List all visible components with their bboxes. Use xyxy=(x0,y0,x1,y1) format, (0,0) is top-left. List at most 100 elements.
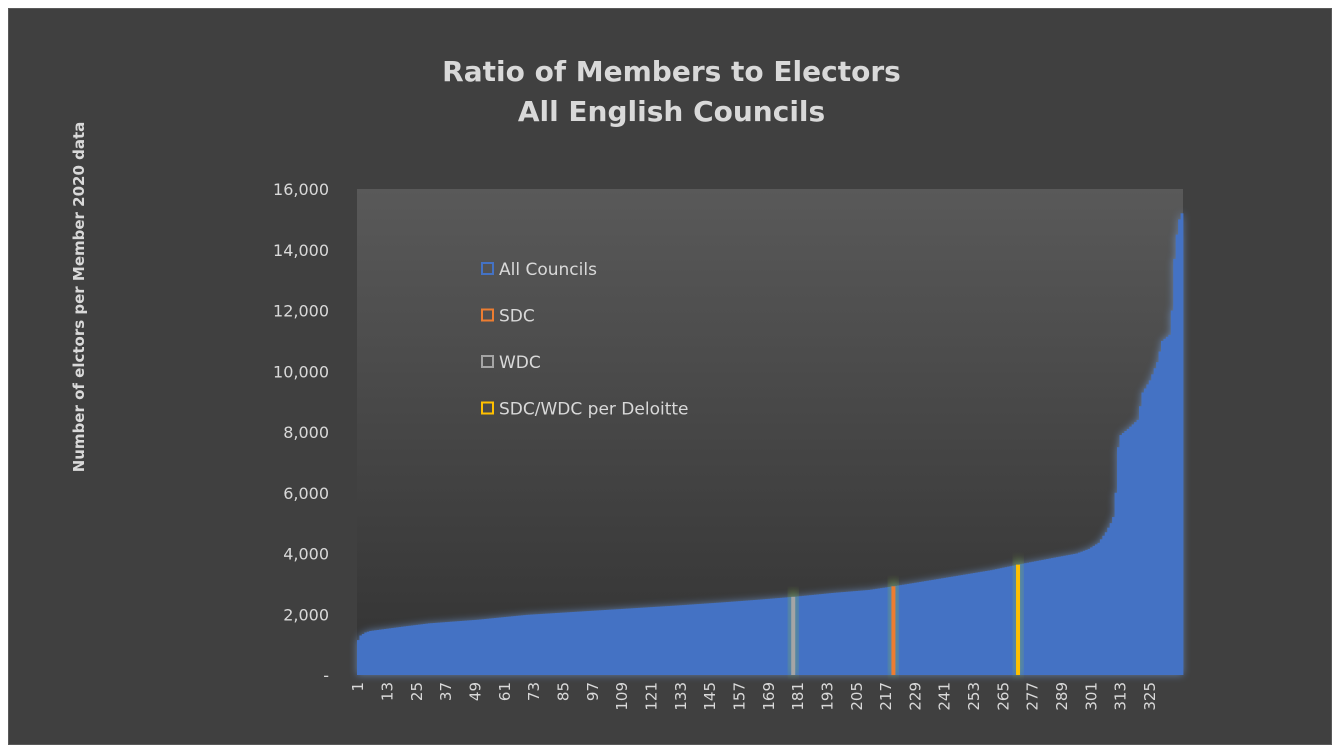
chart-title-line-1: Ratio of Members to Electors xyxy=(442,55,901,88)
bar-council-118 xyxy=(642,607,646,675)
bar-council-62 xyxy=(506,616,509,675)
bar-council-183 xyxy=(801,595,805,675)
bar-council-299 xyxy=(1085,549,1089,675)
bar-council-242 xyxy=(945,577,949,675)
bar-council-277 xyxy=(1031,561,1035,675)
bar-council-302 xyxy=(1092,545,1096,675)
bar-council-110 xyxy=(623,608,627,675)
x-tick-label: 289 xyxy=(1053,682,1071,711)
x-tick-label: 265 xyxy=(994,682,1012,711)
bar-council-222 xyxy=(897,585,900,675)
bar-council-71 xyxy=(528,614,531,675)
bar-council-258 xyxy=(985,571,988,675)
bar-council-74 xyxy=(535,614,539,675)
bar-council-132 xyxy=(677,605,680,675)
bar-council-260 xyxy=(989,570,993,675)
bar-council-72 xyxy=(530,614,534,675)
bar-council-320 xyxy=(1136,419,1140,675)
bar-council-185 xyxy=(806,595,810,675)
x-tick-label: 97 xyxy=(584,682,602,701)
bar-council-17 xyxy=(396,627,399,675)
bar-council-46 xyxy=(466,620,470,675)
x-tick-label: 61 xyxy=(496,682,514,701)
bar-council-191 xyxy=(821,593,825,675)
bar-council-195 xyxy=(831,592,834,675)
x-tick-label: 313 xyxy=(1112,682,1130,711)
bar-council-248 xyxy=(960,575,964,675)
bar-council-193 xyxy=(826,593,830,675)
bar-council-335 xyxy=(1173,258,1177,675)
bar-council-216 xyxy=(882,587,886,675)
bar-council-137 xyxy=(689,604,693,675)
x-tick-label: 25 xyxy=(408,682,426,701)
bar-council-300 xyxy=(1087,548,1091,675)
bar-council-173 xyxy=(777,598,781,675)
bar-council-19 xyxy=(400,626,404,675)
bar-council-166 xyxy=(760,599,764,675)
bar-council-170 xyxy=(770,598,773,675)
bar-council-149 xyxy=(718,602,722,675)
bar-council-113 xyxy=(630,608,634,675)
x-tick-label: 85 xyxy=(555,682,573,701)
bar-council-228 xyxy=(911,583,915,675)
bar-council-125 xyxy=(660,606,663,675)
bar-council-198 xyxy=(838,592,842,675)
bar-council-252 xyxy=(970,573,974,675)
bar-council-182 xyxy=(799,596,803,675)
bar-council-251 xyxy=(967,573,971,675)
bar-council-304 xyxy=(1097,542,1101,675)
bar-council-236 xyxy=(931,579,935,675)
bar-council-233 xyxy=(923,581,927,675)
bar-council-40 xyxy=(452,621,456,675)
bar-council-263 xyxy=(997,568,1001,675)
bar-council-305 xyxy=(1099,539,1103,675)
x-tick-label: 325 xyxy=(1141,682,1159,711)
bar-council-256 xyxy=(980,571,984,675)
bar-council-73 xyxy=(532,614,536,675)
bar-council-230 xyxy=(916,582,920,675)
legend-label: WDC xyxy=(499,353,541,373)
bar-council-77 xyxy=(542,613,546,675)
x-tick-label: 229 xyxy=(906,682,924,711)
bar-council-57 xyxy=(493,618,497,675)
legend-label: SDC/WDC per Deloitte xyxy=(499,400,688,420)
bar-council-127 xyxy=(664,606,668,675)
y-tick-label: 8,000 xyxy=(283,423,329,442)
bar-council-66 xyxy=(515,615,519,675)
bar-council-18 xyxy=(398,627,402,675)
bar-council-275 xyxy=(1026,562,1030,675)
x-tick-label: 277 xyxy=(1024,682,1042,711)
y-tick-label: - xyxy=(323,666,329,685)
bar-council-200 xyxy=(843,591,847,675)
bar-council-329 xyxy=(1158,351,1162,675)
bar-council-253 xyxy=(972,573,976,675)
bar-council-76 xyxy=(540,613,544,675)
bar-council-290 xyxy=(1063,555,1067,675)
bar-council-70 xyxy=(525,614,529,675)
bar-council-262 xyxy=(994,569,998,675)
bar-council-223 xyxy=(899,585,903,675)
x-tick-label: 217 xyxy=(877,682,895,711)
bar-council-208 xyxy=(862,590,866,675)
legend-label: SDC xyxy=(499,307,535,327)
bar-council-115 xyxy=(635,608,639,675)
bar-council-49 xyxy=(474,619,478,675)
bar-council-181 xyxy=(796,596,800,675)
bar-council-95 xyxy=(586,611,590,675)
bar-council-276 xyxy=(1029,562,1032,675)
bar-council-159 xyxy=(743,600,746,675)
bar-council-297 xyxy=(1080,551,1084,675)
bar-council-154 xyxy=(730,601,734,675)
bar-council-210 xyxy=(867,589,871,675)
bar-council-292 xyxy=(1068,554,1071,675)
bar-council-117 xyxy=(640,607,644,675)
bar-council-226 xyxy=(906,583,910,675)
bar-council-266 xyxy=(1004,567,1008,675)
bar-council-124 xyxy=(657,606,661,675)
bar-council-104 xyxy=(608,609,612,675)
bar-council-303 xyxy=(1095,544,1098,675)
bar-council-16 xyxy=(393,627,397,675)
legend-label: All Councils xyxy=(499,260,597,280)
bar-council-121 xyxy=(650,607,654,675)
bar-council-192 xyxy=(823,593,827,675)
